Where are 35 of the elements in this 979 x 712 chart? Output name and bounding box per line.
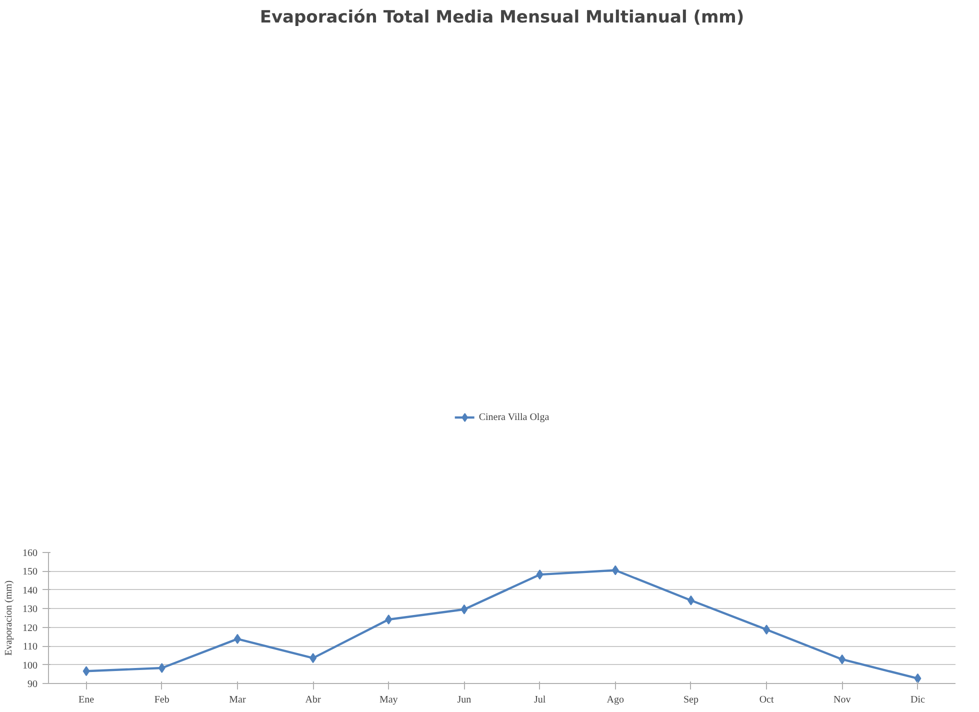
x-tick-label: Sep xyxy=(683,694,698,706)
y-axis-title: Evaporacion (mm) xyxy=(4,580,14,656)
x-tick-label: May xyxy=(379,694,398,706)
point xyxy=(234,634,241,644)
point xyxy=(914,673,922,684)
x-tick-label: Oct xyxy=(759,694,774,706)
chart-title: Evaporación Total Media Mensual Multianual (mm) xyxy=(260,8,744,28)
point xyxy=(687,595,694,606)
y-tick-label: 90 xyxy=(28,679,38,690)
point xyxy=(158,662,166,673)
point xyxy=(763,624,770,635)
x-tick-label: Feb xyxy=(154,694,170,706)
point xyxy=(838,654,846,664)
x-tick-label: Abr xyxy=(305,694,322,706)
x-tick-label: Ago xyxy=(606,694,624,706)
point xyxy=(460,604,468,614)
y-tick-label: 110 xyxy=(22,642,38,653)
point xyxy=(310,653,317,664)
y-tick-label: 130 xyxy=(22,604,38,616)
point xyxy=(385,614,392,624)
x-tick-label: Nov xyxy=(834,694,851,706)
point xyxy=(612,565,619,576)
y-tick-label: 140 xyxy=(22,585,38,596)
point xyxy=(82,666,90,676)
x-tick-label: Ene xyxy=(78,694,95,706)
x-tick-label: Jul xyxy=(534,694,546,706)
x-tick-label: Dic xyxy=(910,694,926,706)
legend-label: Cinera Villa Olga xyxy=(478,412,550,422)
y-tick-label: 160 xyxy=(22,548,38,559)
point xyxy=(536,570,544,580)
x-tick-label: Jun xyxy=(457,694,472,706)
y-tick-label: 120 xyxy=(22,622,38,634)
y-tick-label: 150 xyxy=(22,566,38,578)
x-tick-label: Mar xyxy=(229,694,246,706)
y-tick-label: 100 xyxy=(22,660,38,672)
